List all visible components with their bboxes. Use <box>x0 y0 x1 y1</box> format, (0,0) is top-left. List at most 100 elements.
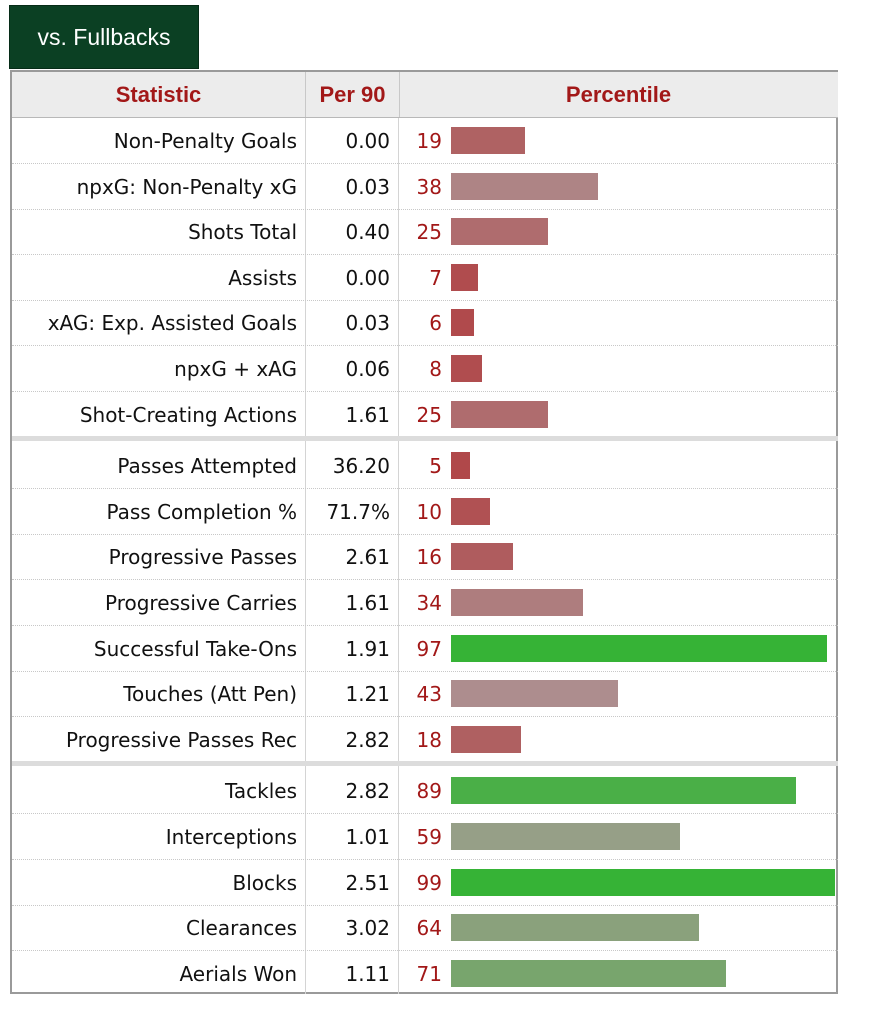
percentile-bar <box>451 680 618 707</box>
percentile-bar <box>451 452 470 479</box>
stat-name[interactable]: Assists <box>228 266 297 290</box>
stat-name[interactable]: xAG: Exp. Assisted Goals <box>47 311 297 335</box>
percentile-bar <box>451 498 490 525</box>
stat-name[interactable]: Non-Penalty Goals <box>113 129 297 153</box>
percentile-bar <box>451 264 478 291</box>
percentile-bar <box>451 960 726 987</box>
per90-value: 2.61 <box>345 545 390 569</box>
percentile-bar <box>451 589 583 616</box>
per90-value: 0.03 <box>345 311 390 335</box>
per90-value: 0.40 <box>345 220 390 244</box>
stat-name[interactable]: Touches (Att Pen) <box>123 682 297 706</box>
percentile-value: 59 <box>416 825 442 849</box>
per90-value: 0.03 <box>345 175 390 199</box>
group-separator <box>12 436 838 442</box>
per90-value: 71.7% <box>326 500 390 524</box>
table-row: Assists 0.00 7 <box>12 255 838 301</box>
percentile-value: 97 <box>416 637 442 661</box>
table-row: Blocks 2.51 99 <box>12 860 838 906</box>
tab-vs-fullbacks[interactable]: vs. Fullbacks <box>9 5 199 69</box>
stat-name[interactable]: Progressive Passes Rec <box>65 728 297 752</box>
stat-name[interactable]: Interceptions <box>165 825 297 849</box>
percentile-bar <box>451 401 548 428</box>
percentile-bar <box>451 726 521 753</box>
percentile-value: 8 <box>429 357 442 381</box>
header-per90[interactable]: Per 90 <box>305 72 400 117</box>
percentile-value: 6 <box>429 311 442 335</box>
stat-name[interactable]: Successful Take-Ons <box>93 637 297 661</box>
table-row: Non-Penalty Goals 0.00 19 <box>12 118 838 164</box>
per90-value: 1.01 <box>345 825 390 849</box>
stat-name[interactable]: npxG: Non-Penalty xG <box>76 175 297 199</box>
stat-name[interactable]: Shots Total <box>188 220 297 244</box>
per90-value: 0.00 <box>345 129 390 153</box>
stat-name[interactable]: Clearances <box>186 916 297 940</box>
percentile-bar <box>451 543 513 570</box>
percentile-bar <box>451 218 548 245</box>
percentile-bar <box>451 869 835 896</box>
percentile-value: 16 <box>416 545 442 569</box>
stat-name[interactable]: Progressive Carries <box>104 591 297 615</box>
stat-name[interactable]: npxG + xAG <box>174 357 297 381</box>
table-row: Progressive Passes 2.61 16 <box>12 534 838 580</box>
per90-value: 1.21 <box>345 682 390 706</box>
percentile-value: 64 <box>416 916 442 940</box>
table-row: Successful Take-Ons 1.91 97 <box>12 626 838 672</box>
per90-value: 1.61 <box>345 403 390 427</box>
header-percentile[interactable]: Percentile <box>565 81 672 107</box>
percentile-value: 5 <box>429 454 442 478</box>
table-row: Progressive Passes Rec 2.82 18 <box>12 717 838 763</box>
table-row: Touches (Att Pen) 1.21 43 <box>12 671 838 717</box>
per90-value: 1.91 <box>345 637 390 661</box>
table-row: Progressive Carries 1.61 34 <box>12 580 838 626</box>
table-row: Interceptions 1.01 59 <box>12 814 838 860</box>
percentile-bar <box>451 914 699 941</box>
percentile-bar <box>451 127 525 154</box>
per90-value: 36.20 <box>332 454 390 478</box>
per90-value: 3.02 <box>345 916 390 940</box>
percentile-bar <box>451 823 680 850</box>
percentile-bar <box>451 173 598 200</box>
table-header: Statistic Per 90 Percentile <box>12 72 838 118</box>
table-row: Shot-Creating Actions 1.61 25 <box>12 392 838 438</box>
stat-name[interactable]: Shot-Creating Actions <box>79 403 297 427</box>
stat-name[interactable]: Aerials Won <box>179 962 297 986</box>
percentile-value: 43 <box>416 682 442 706</box>
percentile-value: 25 <box>416 220 442 244</box>
per90-value: 2.82 <box>345 728 390 752</box>
percentile-value: 10 <box>416 500 442 524</box>
stat-name[interactable]: Blocks <box>232 871 297 895</box>
table-row: Passes Attempted 36.20 5 <box>12 443 838 489</box>
percentile-value: 99 <box>416 871 442 895</box>
stat-name[interactable]: Progressive Passes <box>108 545 297 569</box>
table-row: Shots Total 0.40 25 <box>12 209 838 255</box>
percentile-bar <box>451 635 827 662</box>
table-row: Pass Completion % 71.7% 10 <box>12 489 838 535</box>
table-row: xAG: Exp. Assisted Goals 0.03 6 <box>12 300 838 346</box>
per90-value: 1.61 <box>345 591 390 615</box>
percentile-table: Statistic Per 90 Percentile Non-Penalty … <box>10 70 838 994</box>
group-separator <box>12 761 838 767</box>
percentile-bar <box>451 777 796 804</box>
per90-value: 0.06 <box>345 357 390 381</box>
column-divider <box>305 118 306 994</box>
stat-name[interactable]: Tackles <box>224 779 297 803</box>
per90-value: 0.00 <box>345 266 390 290</box>
percentile-value: 25 <box>416 403 442 427</box>
percentile-value: 18 <box>416 728 442 752</box>
per90-value: 2.51 <box>345 871 390 895</box>
percentile-bar <box>451 355 482 382</box>
table-row: Clearances 3.02 64 <box>12 905 838 951</box>
per90-value: 2.82 <box>345 779 390 803</box>
stat-name[interactable]: Pass Completion % <box>106 500 297 524</box>
percentile-value: 34 <box>416 591 442 615</box>
percentile-value: 7 <box>429 266 442 290</box>
stat-name[interactable]: Passes Attempted <box>117 454 297 478</box>
table-row: npxG + xAG 0.06 8 <box>12 346 838 392</box>
percentile-value: 71 <box>416 962 442 986</box>
table-row: Tackles 2.82 89 <box>12 768 838 814</box>
percentile-value: 19 <box>416 129 442 153</box>
percentile-bar <box>451 309 474 336</box>
percentile-value: 89 <box>416 779 442 803</box>
header-statistic[interactable]: Statistic <box>115 81 202 107</box>
